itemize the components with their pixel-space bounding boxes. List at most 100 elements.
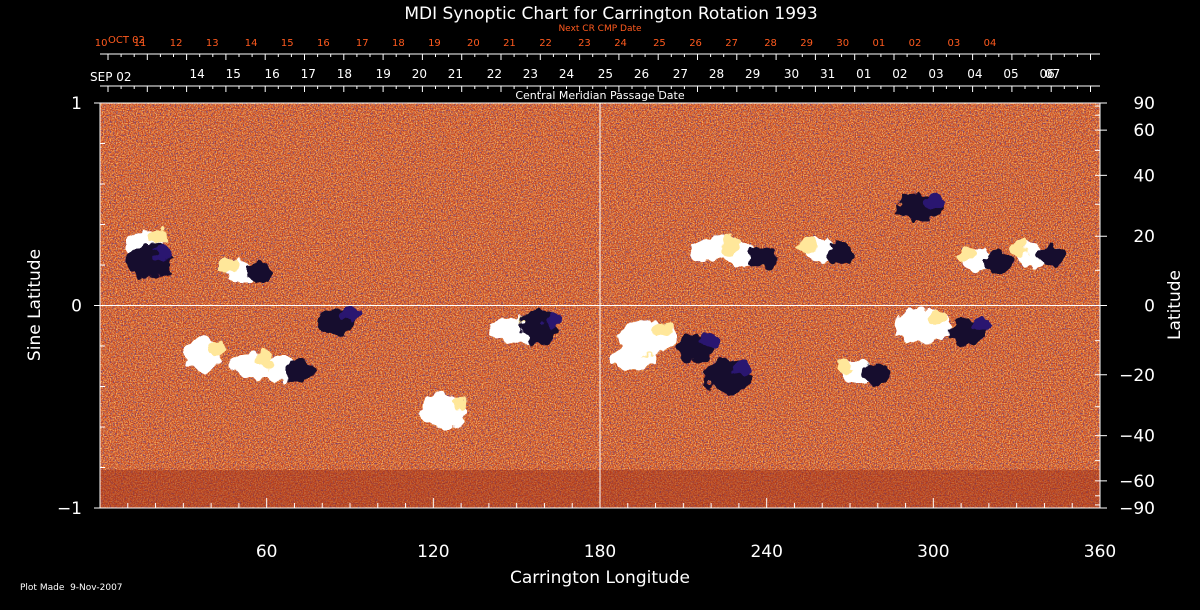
cmp-date-label: 19	[376, 67, 391, 81]
active-region	[894, 307, 951, 344]
right-tick-label: 0	[1144, 297, 1155, 317]
active-region	[520, 309, 562, 346]
next-cr-date-label: 15	[281, 38, 294, 49]
cmp-date-label: 14	[189, 67, 204, 81]
next-cr-date-label: 02	[909, 38, 922, 49]
next-cr-date-label: 23	[578, 38, 591, 49]
cmp-date-label: 26	[634, 67, 649, 81]
cmp-date-label: 23	[523, 67, 538, 81]
cmp-date-label: 27	[673, 67, 688, 81]
cmp-date-label: 06	[1039, 67, 1054, 81]
x-tick-label: 360	[1084, 542, 1116, 562]
next-cr-date-label: 03	[948, 38, 961, 49]
chart-title: MDI Synoptic Chart for Carrington Rotati…	[404, 4, 817, 24]
active-region	[799, 237, 855, 264]
next-cr-date-label: 11	[134, 38, 147, 49]
right-axis-label: Latitude	[1165, 270, 1185, 340]
x-axis-label: Carrington Longitude	[510, 568, 690, 588]
right-tick-label: 40	[1133, 166, 1155, 186]
cmp-date-label: 03	[928, 67, 943, 81]
plot-made-footer: Plot Made 9-Nov-2007	[20, 583, 123, 593]
active-region	[676, 333, 718, 362]
right-tick-label: −60	[1119, 472, 1155, 492]
x-tick-label: 240	[750, 542, 782, 562]
next-cr-date-label: 28	[764, 38, 777, 49]
next-cr-date-label: 30	[836, 38, 849, 49]
cmp-date-label: 04	[967, 67, 982, 81]
active-region	[957, 247, 1013, 274]
active-region	[421, 392, 468, 429]
left-axis-label: Sine Latitude	[25, 249, 45, 361]
left-tick-label: 0	[71, 297, 82, 317]
cmp-date-label: 21	[448, 67, 463, 81]
active-region	[704, 358, 751, 395]
next-cr-date-label: 12	[170, 38, 183, 49]
active-region	[219, 258, 274, 285]
next-cr-date-label: 25	[653, 38, 666, 49]
right-tick-label: 20	[1133, 227, 1155, 247]
active-region	[184, 338, 226, 375]
next-cr-axis-label: Next CR CMP Date	[558, 24, 642, 34]
cmp-date-label: 24	[559, 67, 574, 81]
active-region	[318, 306, 360, 335]
x-axis: 60 120 180 240 300 360	[127, 498, 1116, 562]
right-tick-label: −90	[1119, 499, 1155, 519]
cmp-date-label: 18	[337, 67, 352, 81]
next-cr-date-label: 24	[614, 38, 627, 49]
cmp-date-label: 29	[745, 67, 760, 81]
cmp-date-label: 07	[1045, 67, 1060, 81]
right-tick-label: 90	[1133, 94, 1155, 114]
next-cr-date-label: 04	[984, 38, 997, 49]
active-region	[896, 193, 943, 222]
x-tick-label: 60	[256, 542, 278, 562]
cmp-date-label: 16	[264, 67, 279, 81]
next-cr-date-label: 01	[873, 38, 886, 49]
cmp-date-label: 22	[487, 67, 502, 81]
cmp-date-label: 01	[856, 67, 871, 81]
cmp-date-label: 31	[820, 67, 835, 81]
next-cr-date-label: 13	[206, 38, 219, 49]
x-tick-label: 300	[917, 542, 949, 562]
cmp-start-label: SEP 02	[90, 70, 132, 84]
cmp-date-label: 15	[226, 67, 241, 81]
cmp-date-label: 30	[784, 67, 799, 81]
active-region	[721, 241, 777, 268]
active-region	[1010, 241, 1066, 268]
active-region	[257, 355, 313, 382]
next-cr-date-label: 18	[392, 38, 405, 49]
left-axis: −1 0 1	[57, 94, 105, 519]
active-region	[835, 359, 891, 386]
next-cr-date-label: 20	[467, 38, 480, 49]
next-cr-date-label: 10	[95, 38, 108, 49]
right-tick-label: 60	[1133, 121, 1155, 141]
right-axis: 90 60 40 20 0 −20 −40 −60 −90	[1095, 94, 1155, 519]
cmp-date-label: 28	[709, 67, 724, 81]
next-cr-axis: Next CR CMP Date OCT 02 04 03 02 01 30 29 28 27…	[95, 24, 1100, 60]
next-cr-start-label: OCT 02	[108, 35, 145, 46]
cmp-date-label: 05	[1003, 67, 1018, 81]
next-cr-date-label: 26	[689, 38, 702, 49]
next-cr-date-label: 29	[800, 38, 813, 49]
cmp-date-label: 17	[301, 67, 316, 81]
next-cr-date-label: 27	[725, 38, 738, 49]
active-region	[948, 316, 990, 345]
next-cr-date-label: 17	[356, 38, 369, 49]
x-tick-label: 180	[584, 542, 616, 562]
active-region	[127, 242, 173, 279]
cmp-date-label: 20	[412, 67, 427, 81]
next-cr-date-label: 21	[503, 38, 516, 49]
cmp-date-label: 02	[892, 67, 907, 81]
right-tick-label: −20	[1119, 366, 1155, 386]
cmp-axis-label: Central Meridian Passage Date	[515, 89, 684, 102]
right-tick-label: −40	[1119, 427, 1155, 447]
cmp-date-label: 25	[598, 67, 613, 81]
next-cr-date-label: 19	[428, 38, 441, 49]
left-tick-label: −1	[57, 499, 82, 519]
x-tick-label: 120	[417, 542, 449, 562]
active-region	[619, 319, 676, 356]
next-cr-date-label: 14	[245, 38, 258, 49]
next-cr-date-label: 16	[317, 38, 330, 49]
next-cr-date-label: 22	[539, 38, 552, 49]
